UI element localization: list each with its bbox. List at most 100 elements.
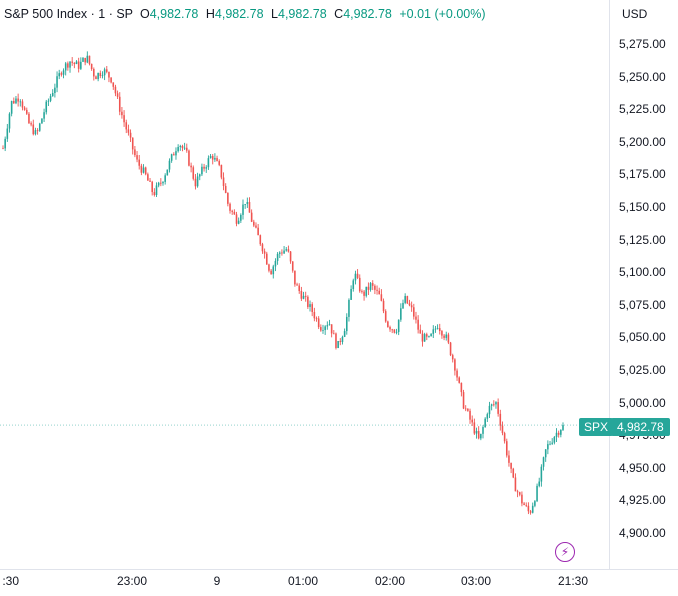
legend-change: +0.01 (+0.00%) <box>399 7 486 21</box>
lightning-icon[interactable]: ⚡ <box>555 542 575 562</box>
candle-down <box>255 225 257 228</box>
legend-low: 4,982.78 <box>278 7 327 21</box>
legend-high: 4,982.78 <box>214 7 264 21</box>
candle-up <box>49 96 52 101</box>
candle-down <box>99 72 102 76</box>
y-tick-label: 5,175.00 <box>619 167 666 182</box>
candle-down <box>501 425 504 434</box>
candle-up <box>64 63 67 71</box>
candle-down <box>473 422 476 434</box>
candle-up <box>4 138 6 149</box>
candle-up <box>170 154 173 161</box>
candle-down <box>380 294 383 301</box>
candle-down <box>523 503 525 505</box>
candle-up <box>490 404 493 406</box>
candle-up <box>183 147 186 149</box>
candle-down <box>153 192 156 195</box>
candle-down <box>160 182 162 184</box>
candle-up <box>41 118 43 124</box>
symbol-legend[interactable]: S&P 500 Index · 1 · SP O4,982.78 H4,982.… <box>4 7 490 21</box>
candle-up <box>164 175 166 182</box>
candle-up <box>177 147 179 152</box>
candle-down <box>229 203 231 211</box>
candle-down <box>467 408 469 411</box>
candle-up <box>6 128 9 139</box>
candle-up <box>352 280 355 290</box>
candle-down <box>259 235 262 245</box>
candle-up <box>432 329 435 334</box>
y-tick-label: 5,125.00 <box>619 232 666 247</box>
candle-up <box>43 112 45 119</box>
candle-down <box>304 295 307 297</box>
candle-down <box>294 270 296 285</box>
candle-down <box>13 101 15 104</box>
candle-down <box>188 150 190 166</box>
candle-down <box>265 253 268 265</box>
candle-up <box>274 260 277 267</box>
candle-down <box>112 82 115 87</box>
candle-up <box>536 485 538 502</box>
candle-up <box>237 220 240 224</box>
candle-up <box>542 457 545 467</box>
candle-up <box>278 252 281 254</box>
candle-up <box>207 158 210 168</box>
candle-up <box>495 402 497 405</box>
candle-down <box>512 468 515 478</box>
candle-down <box>95 76 97 80</box>
candle-up <box>326 325 329 327</box>
candle-up <box>436 328 439 329</box>
legend-symbol: S&P 500 Index · 1 · SP <box>4 7 134 21</box>
currency-label[interactable]: USD <box>622 7 648 21</box>
candle-up <box>62 70 65 75</box>
candle-down <box>417 319 419 330</box>
candle-up <box>285 249 288 251</box>
legend-close: 4,982.78 <box>343 7 392 21</box>
candle-down <box>449 342 452 356</box>
candle-down <box>374 285 376 290</box>
candle-up <box>402 302 404 309</box>
candle-up <box>549 443 551 445</box>
candle-down <box>270 270 272 275</box>
candle-up <box>423 334 426 342</box>
candle-down <box>527 505 530 512</box>
candle-down <box>518 492 521 495</box>
x-tick-label: :30 <box>2 574 20 588</box>
candle-down <box>499 413 502 426</box>
price-axis-separator <box>609 0 610 570</box>
candle-down <box>384 311 387 322</box>
y-tick-label: 5,025.00 <box>619 363 666 377</box>
candle-up <box>553 437 556 443</box>
candle-up <box>242 204 244 215</box>
candle-down <box>261 244 264 252</box>
candle-down <box>125 122 128 130</box>
candle-up <box>155 185 158 195</box>
candle-up <box>240 214 242 221</box>
candle-down <box>508 455 510 463</box>
candle-down <box>263 251 266 254</box>
candle-down <box>376 289 378 291</box>
candle-down <box>173 154 175 156</box>
candle-up <box>142 167 145 173</box>
candle-down <box>131 137 134 150</box>
candle-down <box>451 355 454 360</box>
legend-high-label: H <box>205 7 215 21</box>
candle-down <box>525 504 528 506</box>
candle-up <box>47 100 50 102</box>
candle-down <box>503 433 506 442</box>
candle-down <box>339 341 342 342</box>
candle-up <box>428 336 430 337</box>
candle-down <box>382 300 385 312</box>
candle-up <box>103 69 106 76</box>
candle-up <box>201 166 203 175</box>
candle-down <box>289 251 292 262</box>
candle-up <box>434 328 437 330</box>
candle-up <box>162 181 164 184</box>
candle-down <box>23 107 26 110</box>
candle-up <box>214 158 216 160</box>
candle-down <box>447 334 450 343</box>
candle-up <box>547 444 549 450</box>
y-tick-label: 5,150.00 <box>619 200 666 214</box>
candle-down <box>227 192 229 204</box>
candle-down <box>443 335 445 338</box>
